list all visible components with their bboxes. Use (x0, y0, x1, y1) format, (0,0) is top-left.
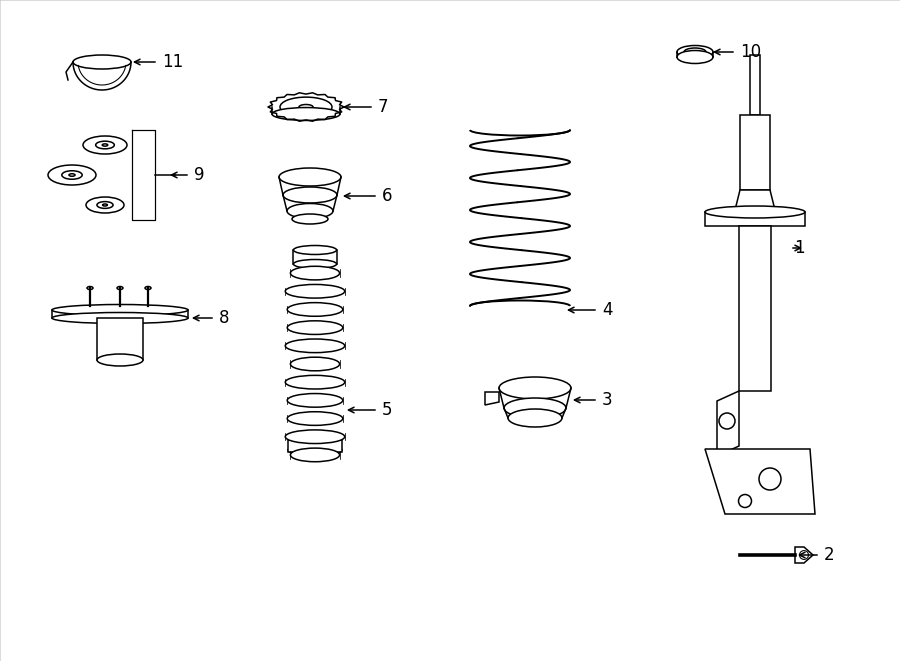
Polygon shape (795, 547, 813, 563)
Ellipse shape (299, 104, 313, 110)
Ellipse shape (287, 412, 343, 426)
Text: 10: 10 (740, 43, 761, 61)
Ellipse shape (145, 286, 151, 290)
Text: 11: 11 (162, 53, 184, 71)
FancyBboxPatch shape (750, 55, 760, 115)
Ellipse shape (87, 286, 93, 290)
Ellipse shape (103, 204, 107, 206)
Ellipse shape (504, 398, 566, 418)
Ellipse shape (48, 165, 96, 185)
Ellipse shape (719, 413, 735, 429)
Ellipse shape (293, 260, 337, 268)
Ellipse shape (69, 174, 75, 176)
Ellipse shape (291, 266, 339, 280)
Ellipse shape (97, 354, 143, 366)
Text: 8: 8 (219, 309, 230, 327)
Ellipse shape (285, 375, 345, 389)
Ellipse shape (62, 171, 82, 179)
Ellipse shape (103, 144, 108, 146)
Ellipse shape (677, 50, 713, 63)
Ellipse shape (52, 313, 188, 323)
Ellipse shape (52, 305, 188, 315)
Text: 3: 3 (602, 391, 613, 409)
Polygon shape (705, 449, 815, 514)
Ellipse shape (283, 187, 337, 203)
Text: 9: 9 (194, 166, 204, 184)
Text: 7: 7 (378, 98, 389, 116)
Ellipse shape (287, 303, 343, 316)
Ellipse shape (285, 430, 345, 444)
FancyBboxPatch shape (97, 318, 143, 360)
Ellipse shape (677, 46, 713, 59)
Ellipse shape (292, 214, 328, 224)
FancyBboxPatch shape (739, 226, 771, 391)
Text: 2: 2 (824, 546, 834, 564)
Text: 4: 4 (602, 301, 613, 319)
Ellipse shape (272, 108, 340, 120)
Ellipse shape (117, 286, 123, 290)
FancyBboxPatch shape (740, 115, 770, 190)
Ellipse shape (83, 136, 127, 154)
Ellipse shape (684, 48, 706, 56)
FancyBboxPatch shape (288, 440, 342, 452)
Text: 6: 6 (382, 187, 392, 205)
FancyBboxPatch shape (705, 212, 805, 226)
Ellipse shape (86, 197, 124, 213)
Ellipse shape (287, 204, 333, 219)
Text: 1: 1 (794, 239, 805, 257)
Ellipse shape (97, 202, 113, 208)
Ellipse shape (508, 409, 562, 427)
Ellipse shape (799, 551, 808, 559)
Ellipse shape (285, 284, 345, 298)
Ellipse shape (705, 206, 805, 218)
Polygon shape (485, 392, 499, 405)
Ellipse shape (288, 444, 342, 456)
Ellipse shape (759, 468, 781, 490)
Ellipse shape (499, 377, 571, 399)
Ellipse shape (279, 168, 341, 186)
Ellipse shape (287, 393, 343, 407)
Ellipse shape (73, 55, 131, 69)
Ellipse shape (291, 448, 339, 462)
Polygon shape (735, 190, 775, 210)
Ellipse shape (739, 494, 752, 508)
Ellipse shape (285, 339, 345, 352)
Ellipse shape (95, 141, 114, 149)
Ellipse shape (291, 357, 339, 371)
Ellipse shape (287, 321, 343, 334)
Polygon shape (717, 391, 739, 456)
Ellipse shape (280, 97, 332, 117)
Text: 5: 5 (382, 401, 392, 419)
Ellipse shape (293, 245, 337, 254)
FancyBboxPatch shape (293, 250, 337, 264)
